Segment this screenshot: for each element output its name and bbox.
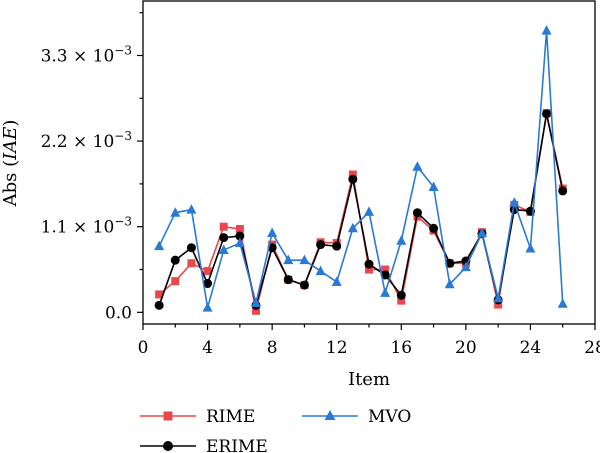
mvo-point — [493, 292, 504, 303]
x-tick-label: 20 — [455, 338, 477, 358]
mvo-point — [541, 25, 552, 35]
legend-marker-rime — [163, 411, 173, 421]
mvo-point — [525, 243, 536, 253]
erime-point — [332, 241, 342, 251]
erime-point — [429, 223, 439, 233]
erime-point — [203, 279, 213, 289]
rime-point — [397, 296, 406, 305]
x-tick-label: 16 — [390, 338, 412, 358]
y-axis-label: Abs (IAE) — [0, 120, 21, 208]
legend-marker-erime — [163, 441, 173, 451]
mvo-point — [267, 227, 278, 237]
legend-entry-erime: ERIME — [140, 437, 268, 453]
x-axis-label: Item — [348, 369, 390, 390]
x-tick-label: 28 — [584, 338, 600, 358]
y-tick-label: 1.1 × 10−3 — [41, 215, 132, 238]
rime-point — [155, 290, 164, 299]
series-erime — [154, 109, 568, 310]
mvo-point — [460, 261, 471, 272]
legend-label-rime: RIME — [206, 407, 255, 427]
mvo-point — [396, 235, 407, 245]
mvo-point — [347, 222, 358, 233]
mvo-point — [315, 265, 326, 276]
erime-point — [348, 174, 358, 184]
legend: RIME ERIME MVO — [140, 407, 411, 453]
erime-point — [380, 270, 390, 280]
erime-point — [283, 275, 293, 285]
mvo-point — [154, 240, 165, 251]
rime-point — [187, 259, 196, 268]
rime-point — [348, 170, 357, 179]
rime-point — [203, 267, 212, 276]
legend-entry-mvo: MVO — [302, 407, 411, 427]
x-tick-label: 24 — [520, 338, 542, 358]
mvo-point — [509, 197, 520, 207]
y-axis-ticks: 0.0 1.1 × 10−3 2.2 × 10−3 3.3 × 10−3 — [41, 12, 143, 323]
legend-entry-rime: RIME — [140, 407, 255, 427]
x-axis-ticks: 0 4 8 12 16 20 24 28 — [138, 324, 600, 358]
erime-point — [219, 233, 229, 243]
rime-point — [494, 300, 503, 309]
mvo-point — [218, 244, 229, 255]
erime-point — [316, 240, 326, 250]
erime-point — [299, 280, 309, 290]
erime-point — [542, 109, 552, 119]
series-layer — [154, 25, 568, 315]
mvo-point — [364, 206, 374, 216]
mvo-point — [444, 278, 455, 289]
mvo-point — [251, 297, 261, 307]
rime-point — [252, 306, 260, 315]
x-tick-label: 12 — [326, 338, 348, 358]
erime-point — [235, 231, 245, 241]
mvo-point — [202, 302, 213, 312]
y-tick-label: 2.2 × 10−3 — [41, 129, 132, 152]
y-tick-label: 3.3 × 10−3 — [41, 43, 132, 66]
rime-point — [381, 265, 390, 274]
mvo-point — [283, 254, 294, 265]
y-tick-label: 0.0 — [105, 303, 132, 323]
x-tick-label: 4 — [202, 338, 213, 358]
legend-marker-mvo — [324, 410, 336, 420]
mvo-point — [331, 276, 342, 286]
mvo-point — [477, 227, 487, 237]
rime-point — [219, 222, 228, 231]
rime-point — [365, 265, 373, 274]
erime-point — [186, 243, 196, 253]
rime-point — [171, 277, 180, 286]
mvo-line — [158, 29, 564, 309]
erime-point — [396, 290, 406, 300]
mvo-point — [428, 181, 439, 192]
erime-point — [364, 259, 374, 269]
mvo-point — [299, 254, 310, 265]
erime-point — [154, 300, 164, 310]
erime-point — [558, 186, 568, 196]
legend-label-mvo: MVO — [368, 407, 411, 427]
legend-label-erime: ERIME — [206, 437, 268, 453]
mvo-point — [380, 287, 391, 297]
mvo-point — [170, 207, 181, 217]
mvo-point — [186, 204, 197, 214]
erime-point — [412, 208, 422, 218]
x-tick-label: 8 — [267, 338, 278, 358]
erime-point — [445, 258, 455, 268]
rime-point — [235, 225, 244, 234]
series-mvo — [154, 25, 568, 312]
mvo-point — [234, 237, 245, 248]
series-rime — [155, 109, 567, 315]
mvo-point — [412, 161, 423, 171]
erime-point — [170, 255, 180, 265]
mvo-point — [557, 298, 568, 308]
x-tick-label: 0 — [138, 338, 149, 358]
